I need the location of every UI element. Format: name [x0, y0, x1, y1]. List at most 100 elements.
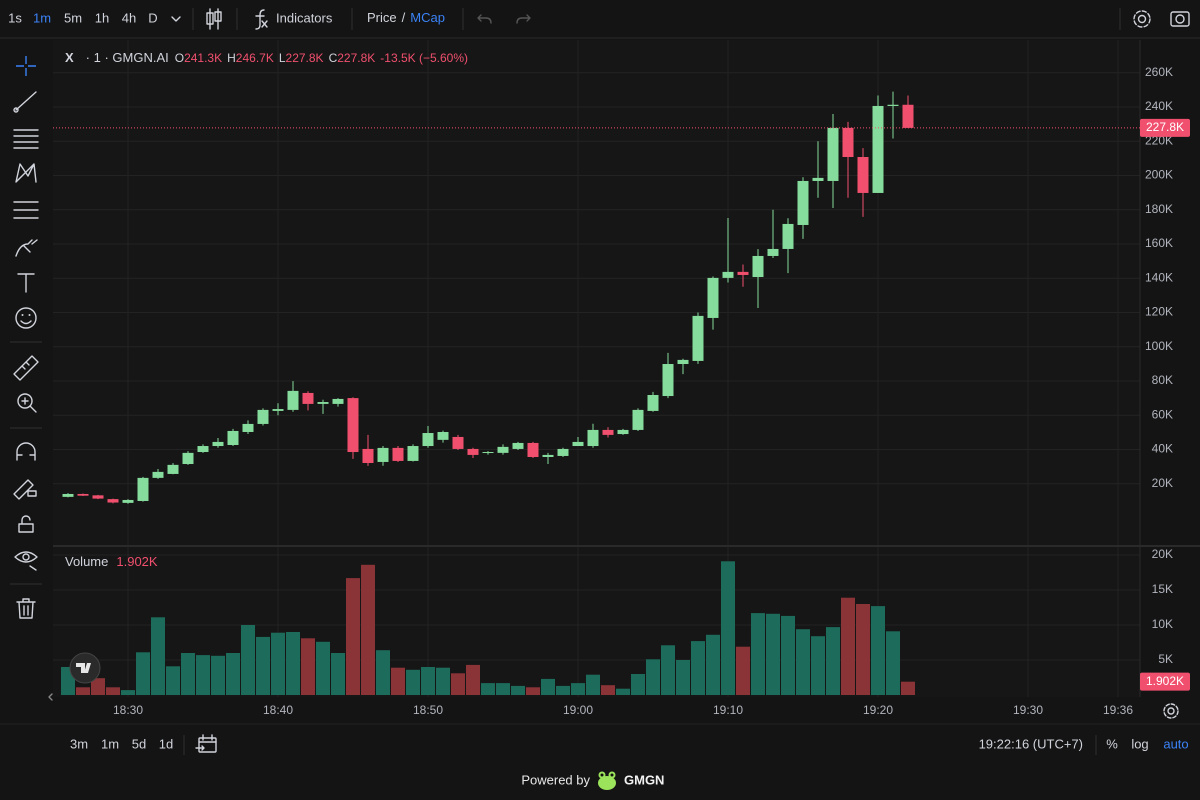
- scroll-left[interactable]: [48, 693, 53, 701]
- candle-body: [212, 441, 224, 447]
- settings-button[interactable]: [1133, 10, 1151, 28]
- clock[interactable]: 19:22:16 (UTC+7): [979, 736, 1083, 751]
- price-toggle[interactable]: Price / MCap: [367, 10, 445, 25]
- left-toolbar: [10, 56, 42, 619]
- volume-bar: [631, 674, 645, 695]
- zoom-tool[interactable]: [17, 393, 37, 413]
- series-legend: X · 1 · GMGN.AI O241.3K H246.7K L227.8K C227.…: [65, 50, 468, 65]
- x-tick-label: 19:30: [1013, 703, 1043, 717]
- x-tick-label: 18:50: [413, 703, 443, 717]
- redo-button[interactable]: [516, 14, 531, 24]
- candle-body: [482, 452, 494, 454]
- candle-body: [197, 446, 209, 453]
- forecast-tool[interactable]: [13, 201, 39, 219]
- fib-tool[interactable]: [13, 129, 39, 149]
- magnet-tool[interactable]: [16, 442, 36, 461]
- bottom-bar: 3m 1m 5d 1d 19:22:16 (UTC+7) % log auto: [0, 723, 1200, 755]
- visibility-tool[interactable]: [14, 551, 38, 571]
- volume-bar: [256, 636, 270, 695]
- interval-button[interactable]: D: [148, 10, 157, 25]
- volume-bar: [196, 655, 210, 695]
- volume-bar: [571, 683, 585, 695]
- symbol: X: [65, 50, 74, 65]
- volume-bar: [391, 667, 405, 695]
- y-tick-label: 40K: [1152, 442, 1173, 456]
- range-button[interactable]: 1d: [159, 736, 173, 751]
- open-key: O: [175, 51, 184, 65]
- range-button[interactable]: 1m: [101, 736, 119, 751]
- lock-drawing-tool[interactable]: [13, 479, 37, 500]
- lock-tool[interactable]: [18, 515, 34, 533]
- date-range-button[interactable]: [195, 734, 217, 753]
- y-tick-label: 20K: [1152, 547, 1173, 561]
- undo-button[interactable]: [477, 14, 492, 24]
- volume-bar: [781, 615, 795, 695]
- auto-toggle[interactable]: auto: [1163, 736, 1188, 751]
- candle-body: [797, 180, 809, 225]
- volume-bar: [451, 673, 465, 695]
- volume-bar: [376, 650, 390, 695]
- candle-body: [722, 271, 734, 278]
- candle-body: [332, 398, 344, 404]
- text-tool[interactable]: [17, 273, 35, 293]
- trend-line-tool[interactable]: [13, 91, 37, 113]
- interval-button[interactable]: 1s: [8, 10, 22, 25]
- range-button[interactable]: 3m: [70, 736, 88, 751]
- chart-type-button[interactable]: [206, 8, 222, 30]
- candle-body: [602, 429, 614, 435]
- axis-settings-button[interactable]: [1163, 703, 1179, 719]
- volume-bar: [271, 632, 285, 695]
- candle-body: [647, 395, 659, 411]
- gmgn-logo-icon: [598, 771, 616, 790]
- dropdown-chevron[interactable]: [171, 16, 181, 22]
- volume-bar: [736, 646, 750, 695]
- indicators-label[interactable]: Indicators: [276, 10, 333, 25]
- mcap-label[interactable]: MCap: [410, 10, 445, 25]
- volume-bar: [151, 617, 165, 695]
- candle-body: [737, 271, 749, 275]
- volume-title: Volume: [65, 554, 108, 569]
- ruler-tool[interactable]: [13, 355, 39, 381]
- candle-body: [377, 447, 389, 462]
- volume-bar: [301, 638, 315, 695]
- volume-bar: [616, 688, 630, 695]
- interval-button[interactable]: 5m: [64, 10, 82, 25]
- open-value: 241.3K: [184, 51, 222, 65]
- candle-body: [152, 471, 164, 478]
- candle-body: [857, 156, 869, 193]
- x-tick-label: 19:10: [713, 703, 743, 717]
- crosshair-tool[interactable]: [16, 56, 36, 76]
- interval-button[interactable]: 4h: [122, 10, 136, 25]
- last-price-label: 227.8K: [1146, 120, 1184, 134]
- candle-body: [362, 448, 374, 463]
- brush-tool[interactable]: [15, 239, 38, 257]
- candle-body: [257, 409, 269, 424]
- description: · 1 · GMGN.AI: [86, 50, 169, 65]
- range-button[interactable]: 5d: [132, 736, 146, 751]
- percent-toggle[interactable]: %: [1106, 736, 1118, 751]
- volume-bar: [796, 629, 810, 695]
- emoji-tool[interactable]: [15, 307, 37, 329]
- volume-bar: [601, 685, 615, 695]
- volume-bar: [226, 653, 240, 695]
- candle-body: [587, 429, 599, 447]
- tradingview-logo[interactable]: [69, 652, 101, 684]
- candle-body: [677, 359, 689, 365]
- log-toggle[interactable]: log: [1131, 736, 1148, 751]
- volume-bar: [556, 685, 570, 695]
- candle-body: [542, 454, 554, 457]
- y-tick-label: 240K: [1145, 99, 1173, 113]
- volume-bar: [751, 613, 765, 695]
- pattern-tool[interactable]: [15, 163, 37, 183]
- last-price-tag: [1140, 118, 1190, 137]
- volume-bar: [361, 564, 375, 695]
- candle-body: [557, 448, 569, 456]
- interval-button[interactable]: 1h: [95, 10, 109, 25]
- price-label[interactable]: Price: [367, 10, 397, 25]
- interval-button[interactable]: 1m: [33, 10, 51, 25]
- candle-body: [707, 277, 719, 318]
- screenshot-button[interactable]: [1170, 11, 1190, 27]
- delete-tool[interactable]: [16, 598, 36, 619]
- indicators-button[interactable]: Indicators: [255, 9, 333, 30]
- volume-bar: [826, 627, 840, 695]
